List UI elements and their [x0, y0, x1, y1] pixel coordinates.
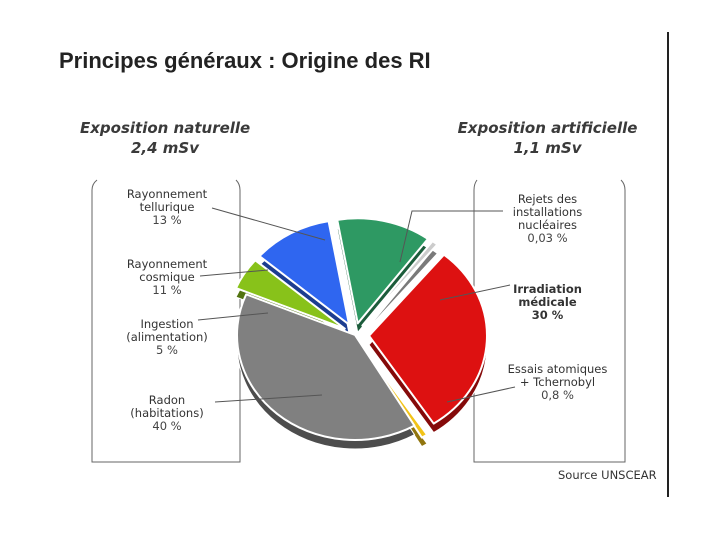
label-cosmic-pct: 11 %: [152, 283, 182, 297]
slide-title: Principes généraux : Origine des RI: [59, 48, 431, 73]
label-nuclear-line1: Rejets des: [517, 192, 578, 206]
label-cosmic: Rayonnement cosmique 11 %: [112, 258, 222, 297]
natural-exposure-title: Exposition naturelle: [80, 119, 251, 137]
label-ingestion-line2: (alimentation): [126, 330, 208, 344]
artificial-bracket: [473, 179, 626, 463]
label-cosmic-line1: Rayonnement: [126, 257, 208, 271]
artificial-exposure-title: Exposition artificielle: [457, 119, 638, 137]
label-radon-line1: Radon: [148, 393, 186, 407]
label-telluric-pct: 13 %: [152, 213, 182, 227]
pie-slice-irradiation-m-dicale: [367, 253, 488, 425]
pie-slice-rejets-des-installations-nucl-aires: [361, 240, 439, 327]
label-ingestion-line1: Ingestion: [140, 317, 194, 331]
label-telluric-line2: tellurique: [139, 200, 195, 214]
label-cosmic-line2: cosmique: [139, 270, 195, 284]
leader-ingestion: [197, 312, 269, 321]
label-nuclear: Rejets des installations nucléaires 0,03…: [490, 193, 605, 245]
natural-bracket: [91, 179, 241, 463]
label-ingestion: Ingestion (alimentation) 5 %: [112, 318, 222, 357]
label-medical: Irradiation médicale 30 %: [490, 283, 605, 322]
right-vertical-rule: [667, 32, 669, 497]
artificial-exposure-dose: 1,1 mSv: [513, 139, 582, 157]
leader-radon: [214, 394, 323, 403]
label-tests-line2: + Tchernobyl: [519, 375, 596, 389]
artificial-exposure-heading: Exposition artificielle 1,1 mSv: [455, 118, 640, 158]
label-radon: Radon (habitations) 40 %: [112, 394, 222, 433]
label-nuclear-line2: installations: [512, 205, 583, 219]
leader-lines: [197, 207, 516, 403]
label-medical-line1: Irradiation: [513, 282, 582, 296]
label-nuclear-pct: 0,03 %: [527, 231, 568, 245]
pie-slice-tops: [234, 217, 488, 441]
pie-slice-rayonnement-cosmique: [258, 220, 351, 326]
pie-slice-ingestion-alimentation: [234, 259, 346, 330]
label-tests: Essais atomiques + Tchernobyl 0,8 %: [490, 363, 625, 402]
pie-slice-radon-habitations: [236, 293, 416, 441]
leader-medical: [439, 284, 511, 301]
leader-tests: [446, 386, 516, 403]
label-tests-pct: 0,8 %: [541, 388, 574, 402]
label-medical-line2: médicale: [518, 295, 577, 309]
label-tests-line1: Essais atomiques: [507, 362, 608, 376]
label-medical-pct: 30 %: [531, 308, 564, 322]
natural-exposure-dose: 2,4 mSv: [130, 139, 199, 157]
label-radon-line2: (habitations): [130, 406, 204, 420]
leader-telluric: [211, 207, 326, 241]
pie-slice-rayonnement-tellurique: [336, 217, 429, 325]
label-nuclear-line3: nucléaires: [518, 218, 577, 232]
label-radon-pct: 40 %: [152, 419, 182, 433]
label-telluric: Rayonnement tellurique 13 %: [112, 188, 222, 227]
natural-exposure-heading: Exposition naturelle 2,4 mSv: [80, 118, 250, 158]
leader-nuclear: [399, 210, 503, 263]
label-telluric-line1: Rayonnement: [126, 187, 208, 201]
source-credit: Source UNSCEAR: [558, 468, 657, 482]
label-ingestion-pct: 5 %: [156, 343, 178, 357]
leader-cosmic: [199, 269, 269, 277]
